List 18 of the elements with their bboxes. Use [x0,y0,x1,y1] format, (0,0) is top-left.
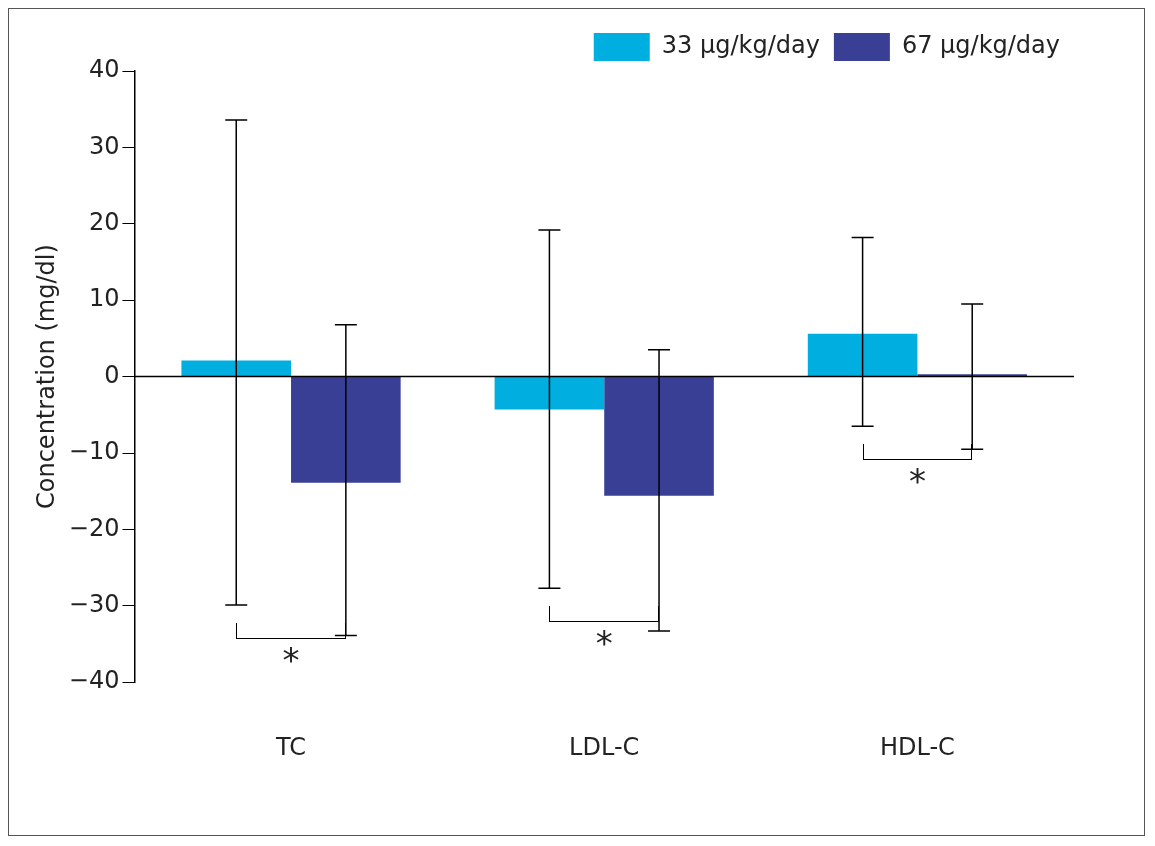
x-tick-label: HDL-C [879,732,955,761]
y-tick-label: −10 [68,437,120,466]
x-tick-label: LDL-C [569,732,640,761]
y-axis-title: Concentration (mg/dl) [31,244,60,509]
annotation: * [907,461,927,502]
annotation: * [281,640,301,681]
y-tick-label: −30 [68,590,120,619]
y-tick-label: −20 [68,513,120,542]
annotation: * [594,623,614,664]
legend-label: 33 µg/kg/day [661,31,820,60]
x-tick-label: TC [275,732,307,761]
y-tick-label: 0 [104,360,120,389]
y-tick-label: 10 [88,284,120,313]
legend-label: 67 µg/kg/day [901,31,1060,60]
y-tick-label: 40 [88,55,120,84]
y-tick-label: 30 [88,131,120,160]
y-tick-label: −40 [68,666,120,695]
y-tick-label: 20 [88,208,120,237]
